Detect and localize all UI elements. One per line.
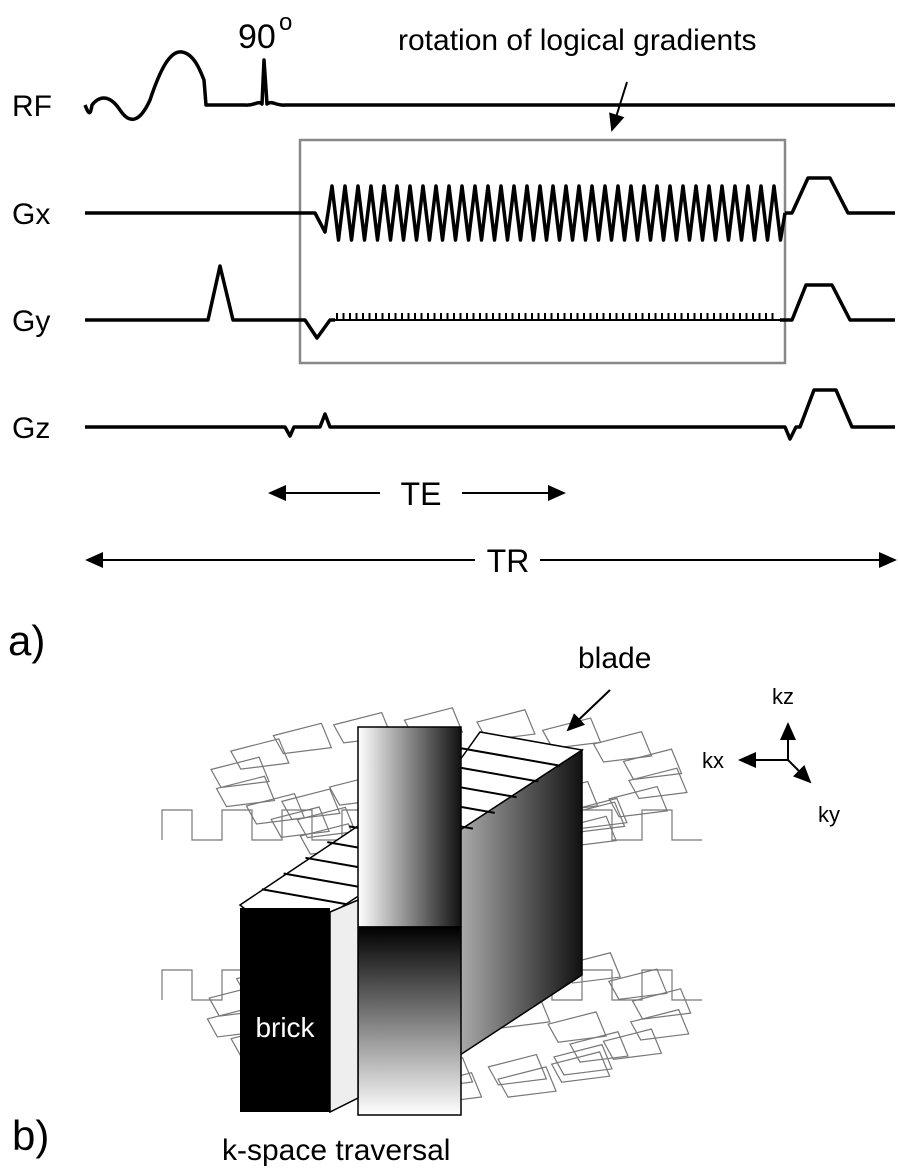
panel-label: a) <box>8 617 45 664</box>
tr-label: TR <box>487 543 530 579</box>
figure: 90 o rotation of logical gradients RF Gx… <box>0 0 898 1174</box>
kspace-diagram: blade brick kz kx ky k-space traversal b… <box>12 642 840 1167</box>
gz-wave <box>85 390 895 439</box>
channel-label: RF <box>12 90 52 123</box>
brick-side <box>330 900 358 1112</box>
kspace-trace <box>488 1055 546 1085</box>
channel-label: Gy <box>12 305 50 338</box>
pulse-sequence: 90 o rotation of logical gradients RF Gx… <box>8 9 895 664</box>
te-label: TE <box>401 476 442 512</box>
gx-trapezoid <box>785 178 895 213</box>
channel-label: Gx <box>12 198 50 231</box>
kspace-trace <box>594 732 652 762</box>
kspace-trace <box>216 776 274 806</box>
gy-blips <box>335 313 780 320</box>
rf-wave <box>85 52 895 119</box>
kspace-trace <box>629 768 687 798</box>
kspace-trace <box>271 807 329 837</box>
gx-readout <box>328 186 785 240</box>
flip-angle: 90 <box>238 18 276 56</box>
panel-label: b) <box>12 1112 49 1159</box>
kspace-trace <box>498 1067 556 1097</box>
blade-arrow <box>568 690 610 730</box>
axis-label: kz <box>772 684 794 709</box>
center-brick-bottom <box>358 927 461 1115</box>
center-brick-top <box>358 727 461 927</box>
brick-label: brick <box>255 1012 315 1043</box>
ky-axis <box>788 760 810 782</box>
rotation-box <box>300 140 785 363</box>
gx-wave <box>85 213 328 232</box>
brick <box>240 908 330 1112</box>
channel-label: Gz <box>12 412 50 445</box>
axis-label: kx <box>702 748 724 773</box>
caption: k-space traversal <box>222 1134 450 1167</box>
flip-angle-degree: o <box>279 9 292 36</box>
kspace-trace <box>231 739 289 769</box>
annotation: rotation of logical gradients <box>398 24 757 57</box>
kspace-trace <box>273 723 331 753</box>
axis-label: ky <box>818 802 840 827</box>
gy-wave <box>85 266 335 338</box>
gy-trapezoid <box>780 285 895 320</box>
blade-label: blade <box>578 642 651 675</box>
kspace-trace <box>552 1052 610 1082</box>
kspace-trace <box>543 718 601 748</box>
